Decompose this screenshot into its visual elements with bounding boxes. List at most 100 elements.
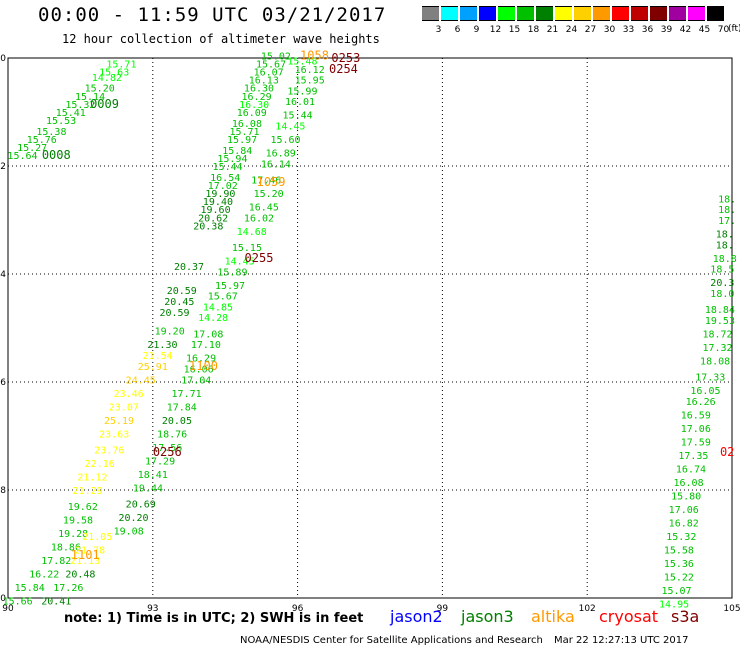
wave-height-point: 16.82 xyxy=(669,518,699,529)
wave-height-point: 17.29 xyxy=(145,456,175,467)
scale-swatch xyxy=(688,6,705,21)
scale-label: 70 xyxy=(717,25,730,35)
legend-item-jason3: jason3 xyxy=(461,607,514,626)
wave-height-point: 15.20 xyxy=(254,189,284,200)
wave-height-point: 17.56 xyxy=(152,443,182,454)
pass-time-label: 0008 xyxy=(42,148,71,162)
wave-height-point: 15.53 xyxy=(46,116,76,127)
wave-height-point: 19.08 xyxy=(114,527,144,538)
scale-label: 30 xyxy=(603,25,616,35)
wave-height-point: 16.14 xyxy=(261,159,291,170)
wave-height-point: 15.32 xyxy=(65,100,95,111)
wave-height-point: 14.95 xyxy=(659,599,689,610)
scale-label: 3 xyxy=(435,25,442,35)
wave-height-point: 17.26 xyxy=(53,583,83,594)
wave-height-point: 19.53 xyxy=(705,316,735,327)
legend-item-jason2: jason2 xyxy=(390,607,443,626)
wave-height-point: 19.20 xyxy=(155,327,185,338)
y-tick-label: -54 xyxy=(0,270,6,280)
scale-label: 18 xyxy=(527,25,540,35)
wave-height-point: 19.60 xyxy=(200,205,230,216)
wave-height-point: 14.85 xyxy=(203,302,233,313)
wave-height-point: 15.36 xyxy=(664,559,694,570)
generated-timestamp: Mar 22 12:27:13 UTC 2017 xyxy=(554,635,689,646)
wave-height-point: 22.16 xyxy=(85,459,115,470)
wave-height-point: 21.05 xyxy=(82,532,112,543)
scale-label: 33 xyxy=(622,25,635,35)
y-tick-label: -60 xyxy=(0,594,6,604)
wave-height-point: 15.20 xyxy=(85,84,115,95)
x-tick-label: 105 xyxy=(723,604,740,614)
wave-height-point: 15.02 xyxy=(261,51,291,62)
wave-height-point: 15.58 xyxy=(664,545,694,556)
wave-height-point: 16.26 xyxy=(686,397,716,408)
wave-height-point: 16.89 xyxy=(266,149,296,160)
scale-swatch xyxy=(517,6,534,21)
wave-height-point: 21.78 xyxy=(75,545,105,556)
wave-height-point: 18. xyxy=(718,194,736,205)
scale-swatch xyxy=(612,6,629,21)
scale-label: 15 xyxy=(508,25,521,35)
wave-height-point: 23.63 xyxy=(99,429,129,440)
scale-swatch xyxy=(460,6,477,21)
wave-height-point: 15.60 xyxy=(270,135,300,146)
wave-height-point: 15.97 xyxy=(215,281,245,292)
wave-height-point: 18.08 xyxy=(700,356,730,367)
wave-height-point: 18.86 xyxy=(51,543,81,554)
wave-height-point: 18. xyxy=(716,230,734,241)
wave-height-point: 24.45 xyxy=(126,375,156,386)
wave-height-point: 15.67 xyxy=(208,292,238,303)
wave-height-point: 15.32 xyxy=(666,532,696,543)
scale-swatch xyxy=(441,6,458,21)
wave-height-point: 15.64 xyxy=(7,151,37,162)
pass-time-label: 0253 xyxy=(331,51,360,65)
wave-height-point: 15.07 xyxy=(661,586,691,597)
wave-height-point: 17.06 xyxy=(681,424,711,435)
wave-height-point: 19.44 xyxy=(133,483,163,494)
chart-subtitle: 12 hour collection of altimeter wave hei… xyxy=(62,32,380,46)
wave-height-point: 16.06 xyxy=(184,365,214,376)
pass-time-label: 0255 xyxy=(245,251,274,265)
wave-height-point: 20.59 xyxy=(159,308,189,319)
x-tick-label: 102 xyxy=(579,604,596,614)
scale-swatch xyxy=(669,6,686,21)
wave-height-point: 15.67 xyxy=(256,59,286,70)
scale-swatch xyxy=(422,6,439,21)
wave-height-point: 15.76 xyxy=(27,135,57,146)
x-tick-label: 90 xyxy=(2,604,14,614)
wave-height-point: 19.40 xyxy=(203,197,233,208)
wave-height-point: 15.44 xyxy=(213,162,243,173)
footer-note: note: 1) Time is in UTC; 2) SWH is in fe… xyxy=(64,611,364,626)
scale-label: 6 xyxy=(454,25,461,35)
wave-height-point: 21.12 xyxy=(77,473,107,484)
pass-time-label: 1100 xyxy=(189,359,218,373)
scale-swatch xyxy=(498,6,515,21)
wave-height-point: 15.94 xyxy=(217,154,247,165)
wave-height-point: 17.33 xyxy=(695,373,725,384)
wave-height-point: 17.46 xyxy=(251,176,281,187)
scale-swatch xyxy=(631,6,648,21)
wave-height-point: 20.38 xyxy=(193,221,223,232)
wave-height-point: 19.28 xyxy=(58,529,88,540)
wave-height-point: 17.35 xyxy=(678,451,708,462)
y-tick-label: -58 xyxy=(0,486,6,496)
wave-height-point: 19.62 xyxy=(68,502,98,513)
wave-height-point: 25.91 xyxy=(138,362,168,373)
wave-height-point: 15.27 xyxy=(17,143,47,154)
wave-height-point: 15.66 xyxy=(3,597,33,608)
wave-height-point: 20.59 xyxy=(167,286,197,297)
wave-height-point: 15.63 xyxy=(99,68,129,79)
legend-item-altika: altika xyxy=(531,607,575,626)
wave-height-point: 17.32 xyxy=(702,343,732,354)
wave-height-point: 17. xyxy=(718,216,736,227)
y-tick-label: -50 xyxy=(0,54,6,64)
wave-height-point: 15.71 xyxy=(229,127,259,138)
wave-height-point: 23.07 xyxy=(109,402,139,413)
wave-height-point: 21.13 xyxy=(70,556,100,567)
wave-height-point: 15.48 xyxy=(287,57,317,68)
wave-height-point: 16.45 xyxy=(249,203,279,214)
wave-height-point: 16.22 xyxy=(29,570,59,581)
scale-label: 27 xyxy=(584,25,597,35)
y-tick-label: -52 xyxy=(0,162,6,172)
wave-height-point: 17.02 xyxy=(208,181,238,192)
